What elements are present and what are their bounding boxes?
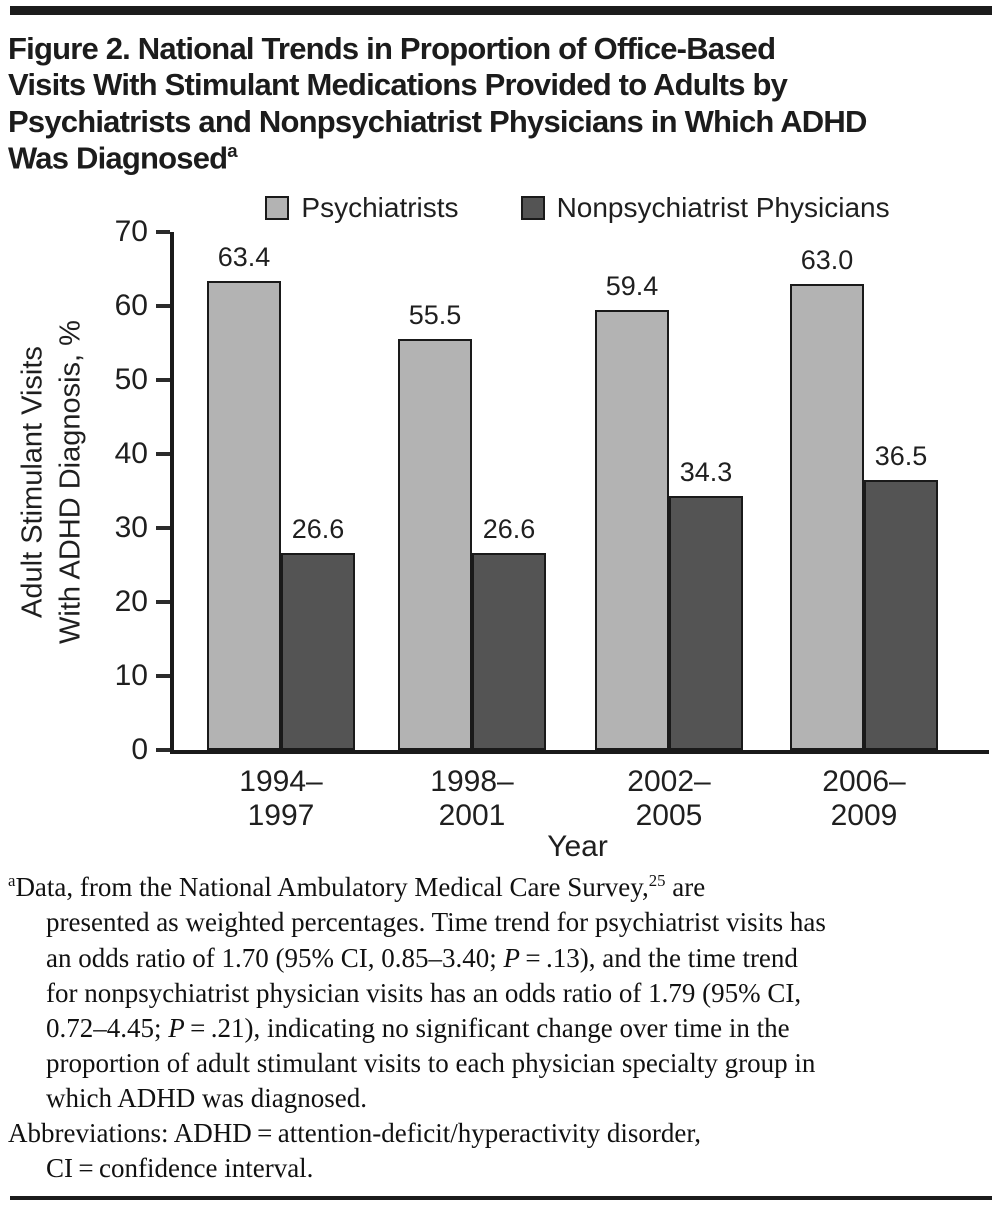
- y-tick-label: 70: [114, 215, 148, 249]
- bar-psychiatrists: [207, 281, 281, 751]
- footnote-p-italic: P: [168, 1012, 185, 1043]
- bottom-rule: [10, 1196, 992, 1201]
- footnote-text: = .13), and the time trend for nonpsychi…: [46, 942, 802, 1043]
- y-tick: [156, 230, 170, 235]
- legend-item-psychiatrists: Psychiatrists: [265, 192, 459, 224]
- bar-value-label: 55.5: [408, 300, 462, 331]
- legend-swatch-nonpsychiatrist: [520, 196, 545, 221]
- figure-title-footnote-marker: a: [227, 139, 238, 161]
- figure-footnotes: aData, from the National Ambulatory Medi…: [8, 870, 994, 1186]
- category-label: 2002–2005: [627, 765, 711, 833]
- legend-swatch-psychiatrists: [265, 196, 290, 221]
- y-tick-label: 30: [114, 511, 148, 545]
- bar-nonpsychiatrist: [472, 553, 546, 751]
- top-rule: [10, 6, 992, 15]
- legend-item-nonpsychiatrist: Nonpsychiatrist Physicians: [520, 192, 890, 224]
- bar-nonpsychiatrist: [669, 496, 743, 751]
- legend-label-psychiatrists: Psychiatrists: [301, 192, 459, 224]
- figure-title: Figure 2. National Trends in Proportion …: [8, 31, 994, 176]
- bar-value-label: 26.6: [482, 514, 536, 545]
- category-label: 1998–2001: [430, 765, 514, 833]
- figure-title-text: Figure 2. National Trends in Proportion …: [8, 31, 867, 176]
- reference-superscript: 25: [648, 871, 666, 891]
- footnote-marker: a: [8, 871, 16, 891]
- bar-value-label: 63.0: [800, 245, 854, 276]
- category-label: 2006–2009: [822, 765, 906, 833]
- x-axis-title: Year: [547, 830, 608, 864]
- y-tick-label: 50: [114, 363, 148, 397]
- footnote-text: Data, from the National Ambulatory Medic…: [15, 872, 649, 903]
- y-tick-label: 0: [131, 733, 148, 767]
- bar-group: 55.5 26.6 1998–2001: [398, 232, 546, 832]
- y-tick: [156, 378, 170, 383]
- bar-chart: Psychiatrists Nonpsychiatrist Physicians…: [0, 190, 1002, 863]
- y-tick-label: 20: [114, 585, 148, 619]
- bar-value-label: 36.5: [874, 441, 928, 472]
- footnote-text: are presented as weighted percentages. T…: [46, 872, 826, 973]
- y-tick: [156, 600, 170, 605]
- bar-nonpsychiatrist: [281, 553, 355, 751]
- footnote-a: aData, from the National Ambulatory Medi…: [8, 870, 994, 1116]
- bar-value-label: 63.4: [217, 242, 271, 273]
- bar-value-label: 34.3: [679, 457, 733, 488]
- y-tick: [156, 674, 170, 679]
- bar-group: 59.4 34.3 2002–2005: [595, 232, 743, 832]
- y-tick: [156, 526, 170, 531]
- footnote-text: = .21), indicating no significant change…: [46, 1012, 816, 1113]
- bar-psychiatrists: [398, 339, 472, 751]
- chart-legend: Psychiatrists Nonpsychiatrist Physicians: [170, 192, 985, 224]
- y-tick: [156, 748, 170, 753]
- bar-psychiatrists: [790, 284, 864, 751]
- bar-value-label: 26.6: [291, 514, 345, 545]
- y-tick-label: 10: [114, 659, 148, 693]
- y-tick: [156, 452, 170, 457]
- y-tick: [156, 304, 170, 309]
- bar-psychiatrists: [595, 310, 669, 751]
- footnote-p-italic: P: [503, 942, 520, 973]
- legend-label-nonpsychiatrist: Nonpsychiatrist Physicians: [556, 192, 890, 224]
- bar-value-label: 59.4: [605, 271, 659, 302]
- y-tick-label: 40: [114, 437, 148, 471]
- y-tick-label: 60: [114, 289, 148, 323]
- bar-nonpsychiatrist: [864, 480, 938, 751]
- category-label: 1994–1997: [239, 765, 323, 833]
- bar-group: 63.4 26.6 1994–1997: [207, 232, 355, 832]
- abbreviations-note: Abbreviations: ADHD = attention-deficit/…: [8, 1118, 702, 1184]
- plot-area: 0 10 20 30 40 50 60 70 63.4 26.6 1994–1997 55.5 26.6…: [115, 215, 989, 832]
- bar-group: 63.0 36.5 2006–2009: [790, 232, 938, 832]
